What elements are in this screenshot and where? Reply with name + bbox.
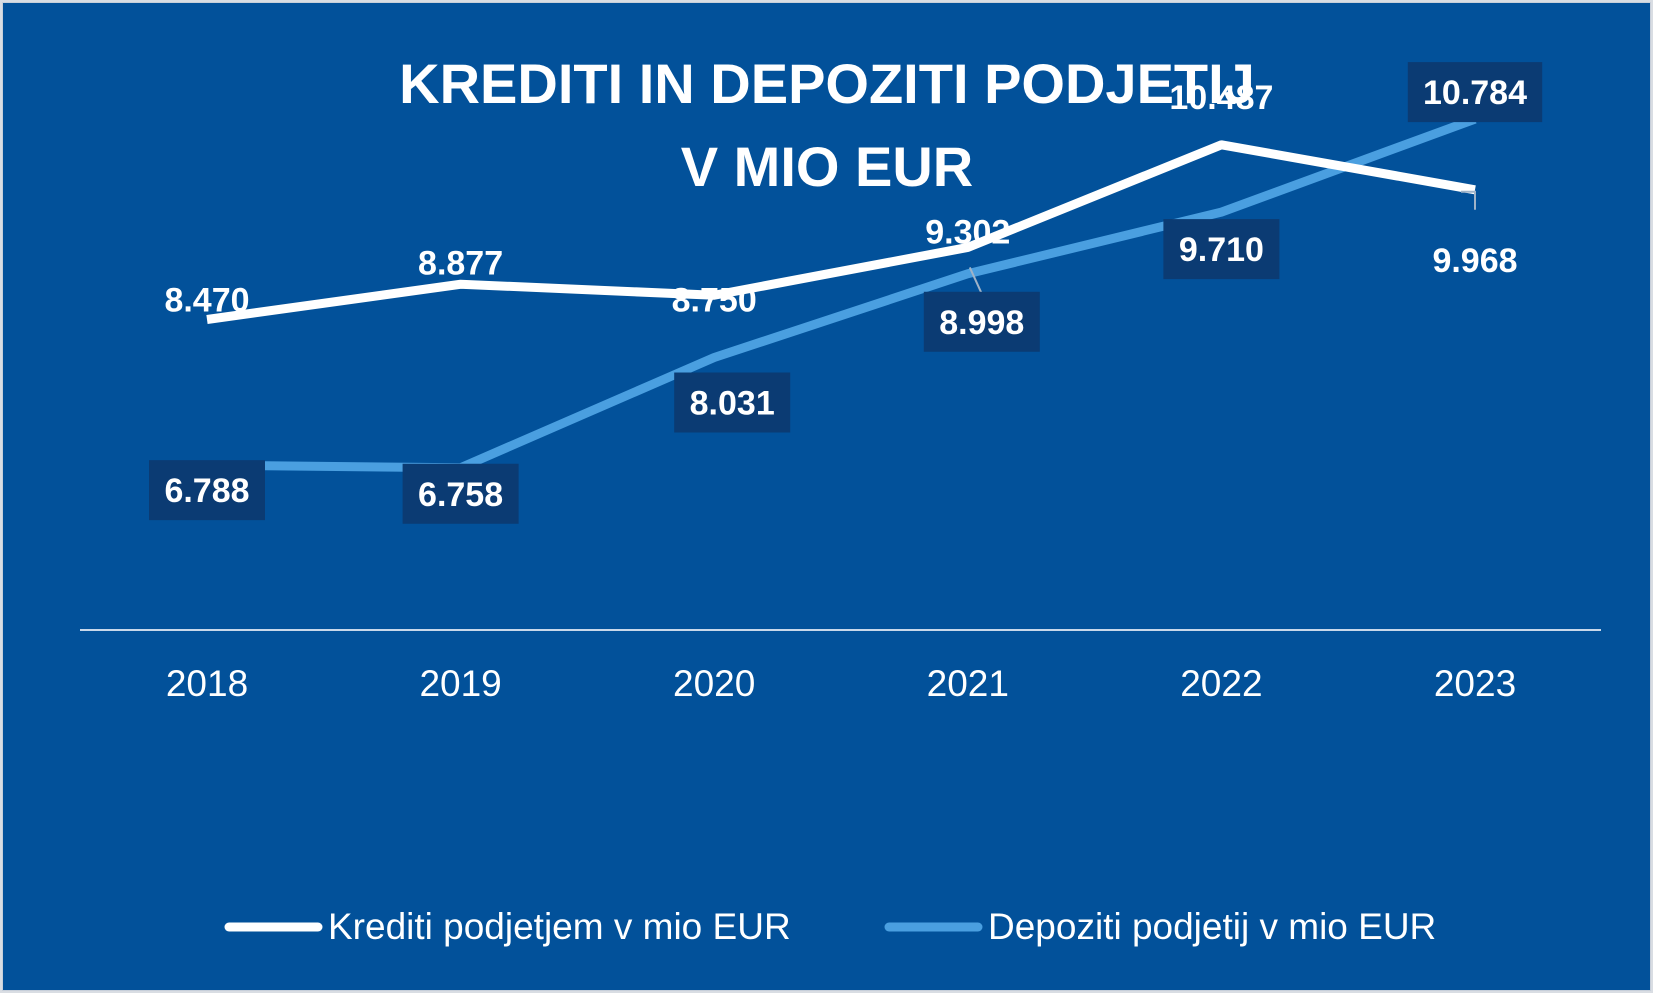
data-label-krediti-2021: 9.302 — [925, 213, 1010, 251]
data-label-krediti-2019: 8.877 — [418, 244, 503, 282]
data-labels: 8.470 8.877 8.750 9.302 10.487 9.968 6.788 6.75… — [149, 62, 1543, 524]
series-line-krediti — [206, 140, 1476, 324]
x-tick-label-2018: 2018 — [166, 663, 248, 704]
line-chart: KREDITI IN DEPOZITI PODJETIJ V MIO EUR 2… — [80, 52, 1601, 947]
label-leader-lines — [968, 190, 1476, 295]
data-label-depoziti-2021-box — [923, 291, 1040, 352]
data-label-depoziti-2019-box — [402, 463, 519, 524]
leader-line-krediti-2023 — [1461, 190, 1476, 210]
legend: Krediti podjetjem v mio EUR Depoziti podj… — [224, 906, 1436, 947]
legend-label-krediti: Krediti podjetjem v mio EUR — [328, 906, 791, 947]
x-axis-ticks: 2018 2019 2020 2021 2022 2023 — [166, 663, 1516, 704]
chart-subtitle: V MIO EUR — [681, 135, 973, 198]
data-label-depoziti-2021: 8.998 — [939, 304, 1024, 342]
data-label-depoziti-2022: 9.710 — [1179, 231, 1264, 269]
data-label-depoziti-2018: 6.788 — [164, 472, 249, 510]
x-tick-label-2020: 2020 — [673, 663, 755, 704]
data-label-depoziti-2022-box — [1163, 219, 1280, 280]
x-tick-label-2019: 2019 — [419, 663, 501, 704]
legend-label-depoziti: Depoziti podjetij v mio EUR — [988, 906, 1436, 947]
data-label-depoziti-2020-box — [674, 372, 791, 433]
leader-line-depoziti-2021 — [968, 267, 983, 295]
x-tick-label-2021: 2021 — [927, 663, 1009, 704]
data-label-krediti-2023: 9.968 — [1432, 242, 1517, 280]
data-label-depoziti-2023-box — [1407, 62, 1543, 123]
data-label-depoziti-2023: 10.784 — [1423, 74, 1527, 112]
x-tick-label-2022: 2022 — [1180, 663, 1262, 704]
x-tick-label-2023: 2023 — [1434, 663, 1516, 704]
data-label-depoziti-2020: 8.031 — [690, 385, 775, 423]
data-label-krediti-2022: 10.487 — [1169, 79, 1273, 117]
data-label-depoziti-2018-box — [149, 460, 265, 521]
data-label-krediti-2020: 8.750 — [672, 281, 757, 319]
chart-title: KREDITI IN DEPOZITI PODJETIJ — [399, 52, 1255, 115]
data-label-krediti-2018: 8.470 — [164, 281, 249, 319]
data-label-depoziti-2019: 6.758 — [418, 476, 503, 514]
